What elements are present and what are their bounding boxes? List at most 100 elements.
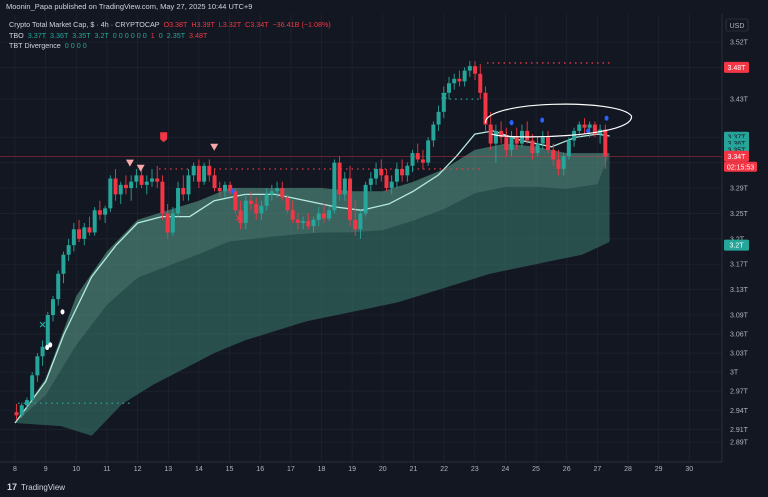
- time-tick-label[interactable]: 20: [379, 466, 387, 473]
- time-tick-label[interactable]: 11: [103, 466, 110, 473]
- candle-body: [431, 124, 436, 141]
- candle-body: [447, 83, 452, 93]
- price-tick-label[interactable]: 3.09T: [730, 313, 749, 320]
- candle-body: [540, 137, 545, 144]
- time-tick-label[interactable]: 13: [164, 466, 172, 473]
- price-tick-label[interactable]: 2.97T: [730, 389, 749, 396]
- trend-cloud: [14, 130, 610, 436]
- candle-body: [233, 191, 238, 211]
- price-tick-label[interactable]: 3.03T: [730, 351, 749, 358]
- sell-triangle-icon: [136, 164, 145, 172]
- ohlc-close: 3.34T: [250, 20, 269, 29]
- time-tick-label[interactable]: 25: [532, 466, 540, 473]
- candle-body: [191, 165, 196, 176]
- candle-body: [467, 66, 472, 71]
- candle-body: [577, 124, 582, 131]
- candle-body: [160, 181, 165, 214]
- time-tick-label[interactable]: 22: [440, 466, 448, 473]
- candle-body: [306, 221, 311, 227]
- price-chart[interactable]: USD 2.89T 2.91T 2.94T 2.97T 3T 3.03T 3.06T 3.09…: [0, 14, 768, 475]
- time-tick-label[interactable]: 15: [226, 466, 234, 473]
- tbo-value-2: 3.36T: [50, 30, 69, 40]
- tradingview-logo-icon[interactable]: 17: [7, 482, 18, 492]
- tbt-name[interactable]: TBT Divergence: [9, 41, 61, 50]
- hand-drawn-ellipse[interactable]: [484, 103, 633, 138]
- time-tick-label[interactable]: 8: [13, 466, 17, 473]
- tbo-row: TBO 3.37T 3.36T 3.35T 3.2T 0 0 0 0 0 0 1…: [9, 31, 331, 42]
- time-tick-label[interactable]: 23: [471, 466, 479, 473]
- candle-body: [285, 197, 290, 211]
- candle-body: [327, 210, 332, 219]
- time-tick-label[interactable]: 26: [563, 466, 571, 473]
- ohlc-low: 3.32T: [222, 20, 242, 29]
- price-tag-label: 3.2T: [729, 243, 744, 250]
- cross-icon: [39, 321, 46, 328]
- price-tick-label[interactable]: 3.52T: [730, 40, 749, 47]
- price-tick-label[interactable]: 3.17T: [730, 262, 749, 269]
- candle-body: [181, 188, 186, 195]
- candle-body: [176, 188, 181, 214]
- symbol-name[interactable]: Crypto Total Market Cap, $ · 4h · CRYPTO…: [9, 20, 160, 29]
- time-tick-label[interactable]: 29: [655, 466, 663, 473]
- candle-body: [410, 153, 415, 166]
- time-tick-label[interactable]: 21: [410, 466, 418, 473]
- time-axis[interactable]: 8 9 10 11 12 13 14 15 16 17 18 19 20 21 22 23 24 25 26 27 28…: [0, 461, 722, 473]
- time-tick-label[interactable]: 24: [502, 466, 510, 473]
- tbo-name[interactable]: TBO: [9, 30, 24, 40]
- tbt-values: 0 0 0 0: [64, 41, 87, 50]
- time-tick-label[interactable]: 19: [348, 466, 356, 473]
- price-tick-label[interactable]: 3.29T: [730, 186, 749, 193]
- candle-body: [165, 213, 170, 233]
- candle-body: [457, 78, 462, 82]
- candle-body: [379, 168, 384, 176]
- candle-body: [186, 175, 191, 195]
- time-tick-label[interactable]: 18: [318, 466, 326, 473]
- time-tick-label[interactable]: 17: [287, 466, 295, 473]
- tbo-value-4: 3.2T: [94, 30, 109, 40]
- price-tick-label[interactable]: 3.43T: [730, 97, 749, 104]
- price-tick-label[interactable]: 2.89T: [730, 440, 749, 447]
- currency-box[interactable]: [725, 18, 749, 32]
- candle-body: [19, 405, 24, 416]
- candle-body: [493, 130, 498, 144]
- price-tick-label[interactable]: 2.91T: [730, 427, 749, 434]
- candle-body: [51, 299, 56, 316]
- time-tick-label[interactable]: 27: [593, 466, 601, 473]
- price-tag-label: 3.34T: [728, 154, 747, 161]
- ohlc-o-label: O: [163, 20, 170, 29]
- time-tick-label[interactable]: 16: [256, 466, 264, 473]
- time-tick-label[interactable]: 30: [685, 466, 693, 473]
- candle-body: [488, 124, 493, 144]
- time-tick-label[interactable]: 12: [134, 466, 142, 473]
- signal-markers: [39, 93, 609, 350]
- price-tick-label[interactable]: 3.06T: [730, 332, 749, 339]
- candle-body: [275, 188, 280, 192]
- candle-body: [332, 162, 337, 211]
- time-tick-label[interactable]: 10: [72, 466, 80, 473]
- price-tick-label[interactable]: 3.13T: [730, 287, 749, 294]
- signal-dot-icon: [540, 117, 545, 123]
- candle-body: [530, 140, 535, 154]
- price-tag-box: [724, 150, 749, 162]
- signal-dot-icon: [586, 128, 591, 134]
- price-tick-label[interactable]: 3T: [730, 370, 739, 377]
- price-axis[interactable]: USD 2.89T 2.91T 2.94T 2.97T 3T 3.03T 3.06T 3.09…: [721, 14, 768, 462]
- candle-body: [561, 156, 566, 169]
- candle-body: [295, 219, 300, 223]
- tradingview-brand[interactable]: TradingView: [21, 483, 66, 492]
- currency-label[interactable]: USD: [730, 23, 745, 30]
- price-tick-label[interactable]: 3.25T: [730, 211, 749, 218]
- candle-body: [384, 175, 389, 189]
- tbo-extra-2: 3.48T: [189, 30, 208, 40]
- drawn-ellipse: [484, 103, 633, 138]
- symbol-row: Crypto Total Market Cap, $ · 4h · CRYPTO…: [9, 20, 331, 31]
- candle-body: [97, 210, 102, 215]
- time-tick-label[interactable]: 28: [624, 466, 632, 473]
- candle-body: [118, 184, 123, 195]
- candle-body: [66, 245, 71, 255]
- candle-body: [82, 227, 87, 239]
- price-tick-label[interactable]: 2.94T: [730, 408, 749, 415]
- time-tick-label[interactable]: 9: [44, 466, 48, 473]
- time-tick-label[interactable]: 14: [195, 466, 203, 473]
- sell-triangle-icon: [125, 159, 134, 167]
